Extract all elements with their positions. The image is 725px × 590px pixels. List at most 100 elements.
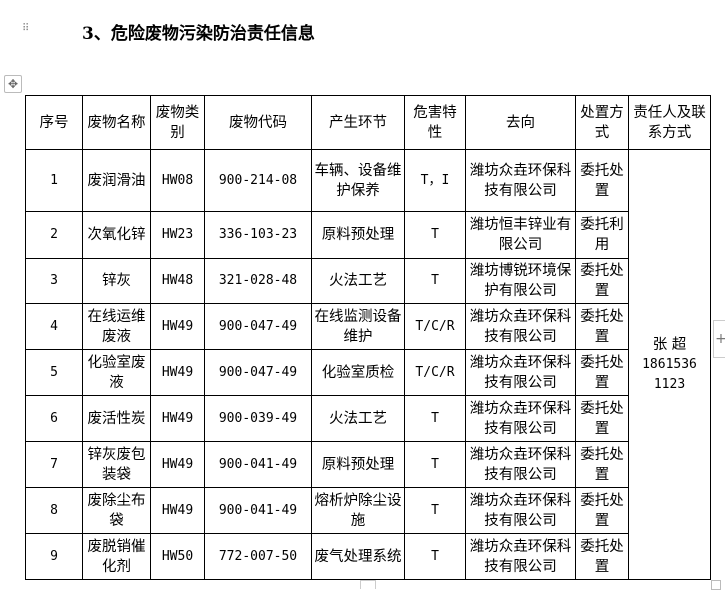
cell-contact: 张 超 1861536 1123	[628, 149, 711, 580]
cell-stage: 火法工艺	[311, 258, 405, 304]
cell-category: HW49	[150, 441, 205, 488]
cell-hazard: T/C/R	[404, 349, 466, 396]
cell-stage: 车辆、设备维护保养	[311, 149, 405, 212]
cell-stage: 原料预处理	[311, 211, 405, 259]
cell-method: 委托处置	[575, 487, 629, 534]
column-header: 废物类别	[150, 95, 205, 150]
cell-hazard: T	[404, 441, 466, 488]
cell-code: 772-007-50	[204, 533, 312, 580]
cell-code: 900-039-49	[204, 395, 312, 442]
cell-destination: 潍坊众垚环保科技有限公司	[465, 149, 576, 212]
column-header: 危害特性	[404, 95, 466, 150]
cell-waste-name: 废润滑油	[82, 149, 151, 212]
cell-method: 委托处置	[575, 303, 629, 350]
add-column-button[interactable]: +	[713, 320, 725, 358]
contact-name: 张 超	[652, 336, 687, 353]
cell-waste-name: 废除尘布袋	[82, 487, 151, 534]
cell-method: 委托处置	[575, 533, 629, 580]
table-row: 4 在线运维废液 HW49 900-047-49 在线监测设备维护 T/C/R 潍坊众垚环保…	[25, 303, 711, 350]
cell-waste-name: 锌灰废包装袋	[82, 441, 151, 488]
cell-method: 委托处置	[575, 258, 629, 304]
hazardous-waste-table: 序号 废物名称 废物类别 废物代码 产生环节 危害特性 去向 处置方式 责任人及联系方式 1 废润…	[25, 95, 711, 580]
cell-hazard: T/C/R	[404, 303, 466, 350]
cell-category: HW49	[150, 487, 205, 534]
contact-phone-cont: 1123	[653, 376, 686, 392]
cell-code: 900-041-49	[204, 441, 312, 488]
cell-category: HW48	[150, 258, 205, 304]
cell-number: 1	[25, 149, 83, 212]
cell-destination: 潍坊众垚环保科技有限公司	[465, 487, 576, 534]
cell-hazard: T	[404, 211, 466, 259]
cell-number: 2	[25, 211, 83, 259]
column-header: 废物名称	[82, 95, 151, 150]
cell-stage: 熔析炉除尘设施	[311, 487, 405, 534]
cell-number: 9	[25, 533, 83, 580]
table-row: 1 废润滑油 HW08 900-214-08 车辆、设备维护保养 T，I 潍坊众垚环保科技有…	[25, 149, 711, 580]
cell-hazard: T，I	[404, 149, 466, 212]
cell-category: HW08	[150, 149, 205, 212]
cell-waste-name: 锌灰	[82, 258, 151, 304]
cell-waste-name: 废脱销催化剂	[82, 533, 151, 580]
column-header: 废物代码	[204, 95, 312, 150]
table-row: 3 锌灰 HW48 321-028-48 火法工艺 T 潍坊博锐环境保护有限公司 委托处置	[25, 258, 711, 304]
cell-category: HW49	[150, 303, 205, 350]
cell-destination: 潍坊众垚环保科技有限公司	[465, 441, 576, 488]
cell-destination: 潍坊众垚环保科技有限公司	[465, 349, 576, 396]
cell-method: 委托处置	[575, 395, 629, 442]
cell-number: 8	[25, 487, 83, 534]
cell-number: 6	[25, 395, 83, 442]
cell-hazard: T	[404, 533, 466, 580]
table-row: 8 废除尘布袋 HW49 900-041-49 熔析炉除尘设施 T 潍坊众垚环保科技有限公司…	[25, 487, 711, 534]
cell-stage: 化验室质检	[311, 349, 405, 396]
cell-code: 336-103-23	[204, 211, 312, 259]
cell-code: 321-028-48	[204, 258, 312, 304]
cell-hazard: T	[404, 487, 466, 534]
cell-destination: 潍坊恒丰锌业有限公司	[465, 211, 576, 259]
cell-stage: 废气处理系统	[311, 533, 405, 580]
cell-code: 900-214-08	[204, 149, 312, 212]
cell-number: 5	[25, 349, 83, 396]
cell-method: 委托处置	[575, 349, 629, 396]
cell-stage: 原料预处理	[311, 441, 405, 488]
cell-code: 900-047-49	[204, 303, 312, 350]
column-header: 处置方式	[575, 95, 629, 150]
cell-code: 900-041-49	[204, 487, 312, 534]
paragraph-drag-handle-icon[interactable]: ⠿	[22, 23, 31, 34]
cell-waste-name: 废活性炭	[82, 395, 151, 442]
column-header: 产生环节	[311, 95, 405, 150]
cell-number: 3	[25, 258, 83, 304]
section-title: 3、危险废物污染防治责任信息	[82, 24, 315, 44]
cell-waste-name: 化验室废液	[82, 349, 151, 396]
cell-category: HW50	[150, 533, 205, 580]
table-row: 2 次氧化锌 HW23 336-103-23 原料预处理 T 潍坊恒丰锌业有限公司 委托利用	[25, 211, 711, 259]
cell-destination: 潍坊博锐环境保护有限公司	[465, 258, 576, 304]
cell-method: 委托处置	[575, 441, 629, 488]
cell-waste-name: 次氧化锌	[82, 211, 151, 259]
cell-stage: 火法工艺	[311, 395, 405, 442]
table-move-icon[interactable]: ✥	[4, 75, 22, 93]
cell-destination: 潍坊众垚环保科技有限公司	[465, 303, 576, 350]
contact-phone: 1861536	[642, 356, 697, 372]
table-row: 7 锌灰废包装袋 HW49 900-041-49 原料预处理 T 潍坊众垚环保科技有限公司委…	[25, 441, 711, 488]
cell-waste-name: 在线运维废液	[82, 303, 151, 350]
column-header: 序号	[25, 95, 83, 150]
add-row-button[interactable]	[360, 580, 376, 589]
column-header: 去向	[465, 95, 576, 150]
table-resize-handle[interactable]	[711, 580, 721, 590]
cell-hazard: T	[404, 258, 466, 304]
cell-stage: 在线监测设备维护	[311, 303, 405, 350]
cell-method: 委托利用	[575, 211, 629, 259]
cell-category: HW49	[150, 349, 205, 396]
cell-destination: 潍坊众垚环保科技有限公司	[465, 533, 576, 580]
cell-code: 900-047-49	[204, 349, 312, 396]
table-row: 9 废脱销催化剂 HW50 772-007-50 废气处理系统 T 潍坊众垚环保科技有限公司…	[25, 533, 711, 580]
table-row: 6 废活性炭 HW49 900-039-49 火法工艺 T 潍坊众垚环保科技有限公司 委托处置	[25, 395, 711, 442]
cell-category: HW49	[150, 395, 205, 442]
cell-destination: 潍坊众垚环保科技有限公司	[465, 395, 576, 442]
cell-category: HW23	[150, 211, 205, 259]
column-header: 责任人及联系方式	[628, 95, 711, 150]
cell-method: 委托处置	[575, 149, 629, 212]
cell-number: 7	[25, 441, 83, 488]
cell-hazard: T	[404, 395, 466, 442]
cell-number: 4	[25, 303, 83, 350]
